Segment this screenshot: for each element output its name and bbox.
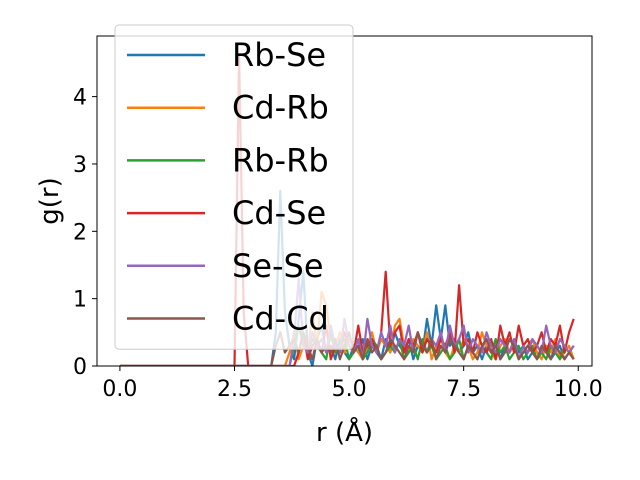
y-tick-label: 4 <box>73 86 87 111</box>
x-axis-label: r (Å) <box>316 416 373 448</box>
legend-label: Cd-Se <box>232 194 326 232</box>
x-tick-label: 10.0 <box>554 377 603 402</box>
y-axis: 0 1 2 3 4 <box>73 86 97 380</box>
y-tick-label: 0 <box>73 355 87 380</box>
legend: Rb-Se Cd-Rb Rb-Rb Cd-Se Se-Se Cd-Cd <box>114 24 354 350</box>
y-axis-label: g(r) <box>35 177 65 224</box>
x-tick-label: 7.5 <box>446 377 481 402</box>
x-tick-label: 2.5 <box>217 377 252 402</box>
legend-box <box>114 24 354 350</box>
legend-label: Cd-Cd <box>232 300 329 338</box>
legend-label: Rb-Rb <box>232 141 329 179</box>
legend-label: Cd-Rb <box>232 89 329 127</box>
y-tick-label: 1 <box>73 288 87 313</box>
x-axis: 0.0 2.5 5.0 7.5 10.0 <box>102 366 603 402</box>
legend-label: Rb-Se <box>232 36 326 74</box>
x-tick-label: 5.0 <box>332 377 367 402</box>
y-tick-label: 2 <box>73 220 87 245</box>
y-tick-label: 3 <box>73 153 87 178</box>
x-tick-label: 0.0 <box>102 377 137 402</box>
legend-label: Se-Se <box>232 247 324 285</box>
